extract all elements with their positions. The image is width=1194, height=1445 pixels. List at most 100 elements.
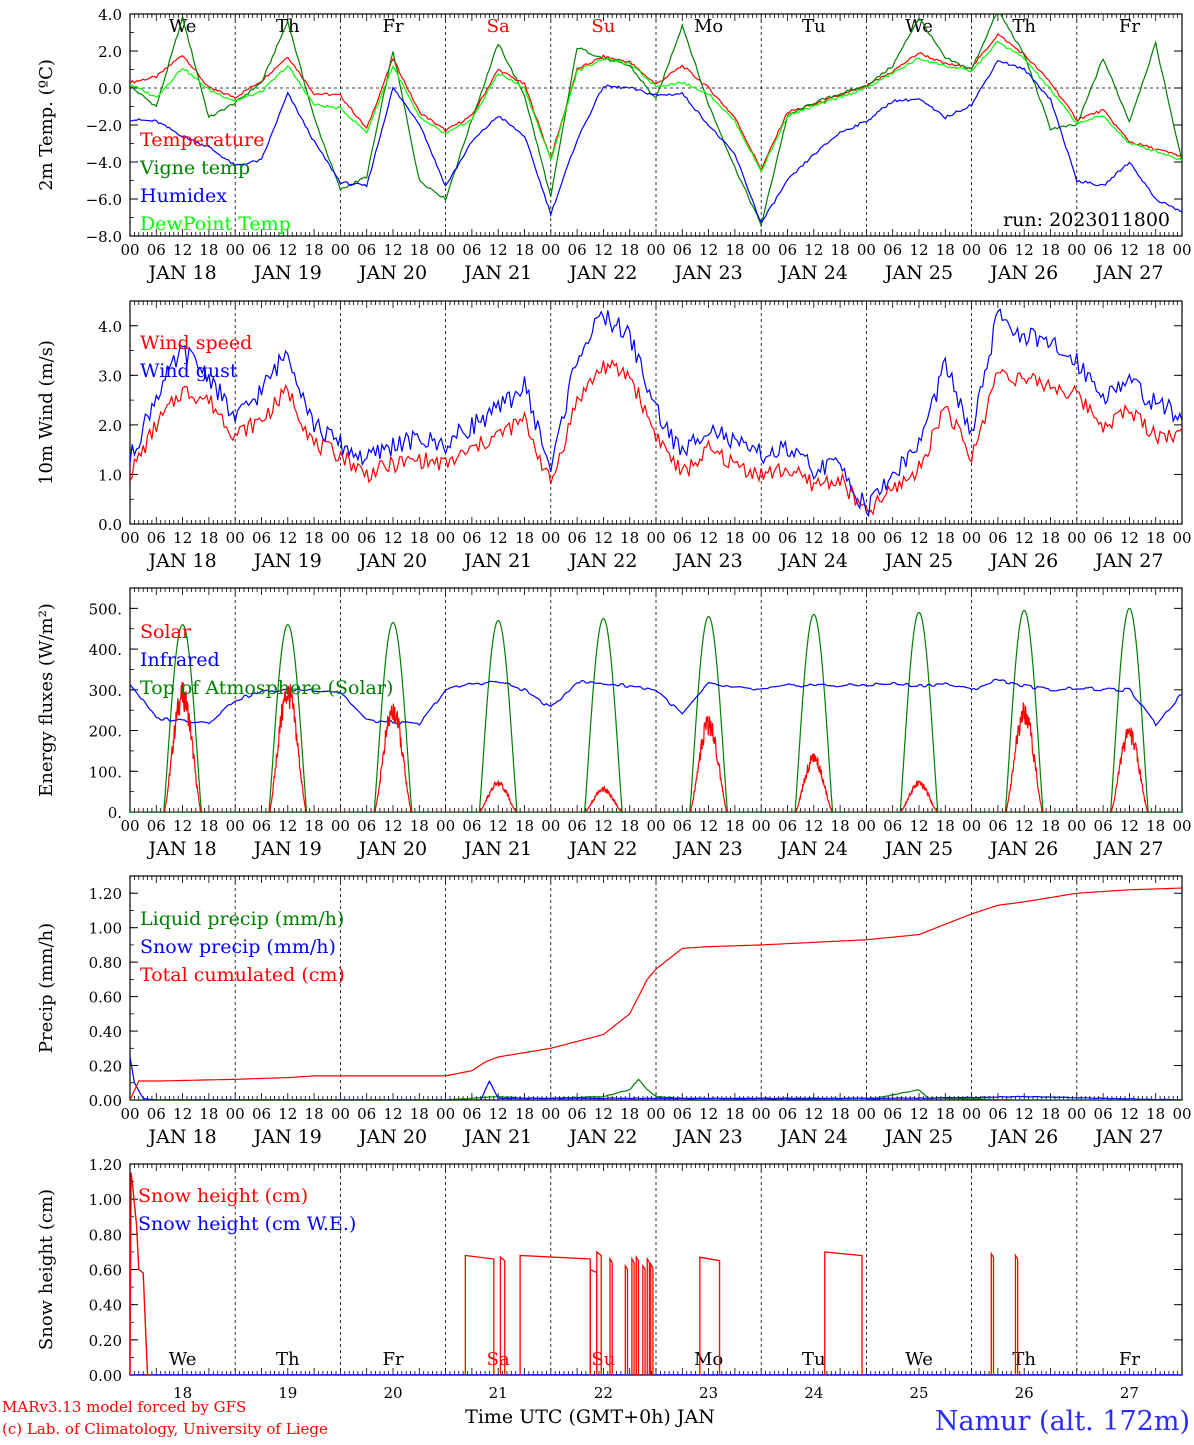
x-hour-label: 06 <box>252 817 271 835</box>
x-hour-label: 12 <box>173 529 192 547</box>
legend-entry: Snow height (cm) <box>138 1185 308 1207</box>
y-tick-label: 4.0 <box>98 6 122 24</box>
y-axis-label: 2m Temp. (ºC) <box>36 59 57 191</box>
x-hour-label: 00 <box>646 529 665 547</box>
x-hour-label: 12 <box>909 817 928 835</box>
x-hour-label: 06 <box>568 1105 587 1123</box>
y-tick-label: 4.0 <box>98 318 122 336</box>
x-date-label: JAN 18 <box>147 1126 217 1148</box>
y-axis-label: Snow height (cm) <box>36 1189 57 1350</box>
x-hour-label: 12 <box>909 241 928 259</box>
y-tick-label: 0.0 <box>98 516 122 534</box>
solar-curve <box>163 681 202 812</box>
y-axis-label: Precip (mm/h) <box>36 923 57 1053</box>
series-line-2 <box>130 60 1182 224</box>
x-hour-label: 06 <box>883 529 902 547</box>
toa-solar-curve <box>163 624 202 812</box>
x-hour-label: 00 <box>331 529 350 547</box>
x-hour-label: 06 <box>1094 817 1113 835</box>
snow-height-segment <box>631 1256 635 1375</box>
x-day-number: 20 <box>383 1384 402 1402</box>
x-hour-label: 00 <box>436 241 455 259</box>
x-date-label: JAN 21 <box>462 838 532 860</box>
panel-temperature: 4.0 2.0 0.0 −2.0 −4.0 −6.0 −8.0 2m Temp. (ºC) 00… <box>36 6 1192 284</box>
x-hour-label: 12 <box>383 817 402 835</box>
x-hour-label: 06 <box>673 1105 692 1123</box>
x-hour-label: 06 <box>147 1105 166 1123</box>
x-hour-label: 12 <box>699 1105 718 1123</box>
snow-height-segment <box>635 1254 640 1375</box>
x-date-label: JAN 25 <box>883 550 953 572</box>
x-hour-label: 06 <box>357 241 376 259</box>
x-hour-label: 12 <box>1120 817 1139 835</box>
x-date-label: JAN 20 <box>357 1126 427 1148</box>
x-hour-label: 12 <box>1120 529 1139 547</box>
x-hour-label: 00 <box>646 817 665 835</box>
x-date-label: JAN 20 <box>357 550 427 572</box>
x-hour-label: 18 <box>1146 1105 1165 1123</box>
solar-curve <box>373 703 413 812</box>
x-day-number: 23 <box>699 1384 718 1402</box>
x-hour-label: 00 <box>226 817 245 835</box>
y-tick-label: 1.20 <box>89 885 122 903</box>
x-date-label: JAN 20 <box>357 262 427 284</box>
x-date-label: JAN 26 <box>988 262 1058 284</box>
x-date-label: JAN 23 <box>673 262 743 284</box>
toa-solar-curve <box>478 619 518 812</box>
y-tick-label: 3.0 <box>98 367 122 385</box>
x-hour-label: 00 <box>541 241 560 259</box>
x-hour-label: 06 <box>1094 241 1113 259</box>
legend-entry: Total cumulated (cm) <box>140 964 345 986</box>
y-tick-label: 0.00 <box>89 1092 122 1110</box>
panel-wind: 4.0 3.0 2.0 1.0 0.0 10m Wind (m/s) 00 06 12 18 JAN… <box>36 300 1192 572</box>
series-line-0 <box>130 1078 1182 1100</box>
panel-snow: 1.20 1.00 0.80 0.60 0.40 0.20 0.00 Snow height … <box>36 1156 1183 1402</box>
x-hour-label: 18 <box>515 817 534 835</box>
x-hour-label: 18 <box>936 241 955 259</box>
x-hour-label: 00 <box>226 241 245 259</box>
y-tick-label: 0.00 <box>89 1367 122 1385</box>
x-hour-label: 12 <box>1015 241 1034 259</box>
x-hour-label: 18 <box>515 241 534 259</box>
x-hour-label: 12 <box>278 241 297 259</box>
x-hour-label: 18 <box>620 241 639 259</box>
weekday-label: Th <box>1012 16 1036 37</box>
snow-height-segment <box>824 1251 863 1375</box>
y-tick-label: −2.0 <box>86 117 122 135</box>
legend-entry: Snow height (cm W.E.) <box>138 1213 356 1235</box>
solar-curve <box>584 785 623 812</box>
x-hour-label: 00 <box>436 529 455 547</box>
legend-entry: Temperature <box>140 129 264 151</box>
x-date-label: JAN 19 <box>252 1126 322 1148</box>
x-hour-label: 06 <box>462 817 481 835</box>
weekday-label: Fr <box>382 16 403 37</box>
x-date-label: JAN 24 <box>778 1126 848 1148</box>
x-date-label: JAN 18 <box>147 550 217 572</box>
x-date-label: JAN 25 <box>883 1126 953 1148</box>
x-hour-label: 18 <box>1146 817 1165 835</box>
x-hour-label: 18 <box>515 1105 534 1123</box>
x-hour-label: 06 <box>568 241 587 259</box>
x-hour-label: 00 <box>1067 241 1086 259</box>
x-hour-label: 06 <box>778 1105 797 1123</box>
x-hour-label: 12 <box>594 241 613 259</box>
weekday-label: Tu <box>802 16 826 37</box>
snow-height-segment <box>624 1263 629 1375</box>
weekday-label: Fr <box>382 1349 403 1370</box>
x-date-label: JAN 27 <box>1093 838 1163 860</box>
y-tick-label: 500. <box>89 600 122 618</box>
x-hour-label: 00 <box>120 241 139 259</box>
snow-height-segment <box>699 1256 721 1375</box>
x-hour-label: 12 <box>1015 1105 1034 1123</box>
y-tick-label: 1.00 <box>89 1191 122 1209</box>
x-day-number: 26 <box>1015 1384 1034 1402</box>
legend-entry: Infrared <box>140 649 220 671</box>
x-hour-label: 12 <box>173 817 192 835</box>
x-date-label: JAN 27 <box>1093 550 1163 572</box>
x-hour-label: 12 <box>1120 241 1139 259</box>
weekday-label: We <box>905 1349 933 1370</box>
x-hour-label: 12 <box>699 529 718 547</box>
weekday-label: Mo <box>694 1349 723 1370</box>
y-tick-label: 100. <box>89 763 122 781</box>
